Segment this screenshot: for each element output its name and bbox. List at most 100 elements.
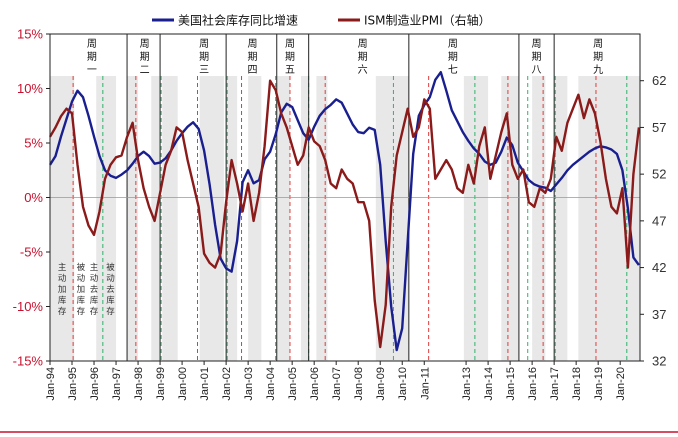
cycle-label: 八 [532, 65, 542, 76]
shaded-band [199, 76, 224, 361]
x-tick-label: Jan-95 [67, 367, 79, 401]
cycle-label: 一 [87, 65, 97, 76]
x-tick-label: Jan-06 [309, 367, 321, 401]
series-line-pmi [48, 79, 641, 349]
shaded-band [50, 76, 75, 361]
phase-label: 库 [58, 295, 67, 306]
phase-label: 存 [58, 306, 67, 317]
left-tick-label: -5% [20, 245, 44, 260]
x-tick-label: Jan-20 [615, 367, 627, 401]
phase-label: 动 [77, 273, 86, 284]
cycle-label: 六 [358, 64, 368, 76]
right-tick-label: 47 [652, 213, 666, 228]
shaded-band [532, 76, 546, 361]
x-tick-label: Jan-03 [243, 367, 255, 401]
cycle-label: 二 [140, 65, 150, 76]
series-line-inventory [48, 71, 640, 352]
cycle-label: 周 [593, 38, 603, 50]
shaded-band [96, 76, 117, 361]
shaded-band [463, 76, 489, 361]
x-tick-label: Jan-96 [89, 367, 101, 401]
x-tick-label: Jan-05 [287, 367, 299, 401]
cycle-label: 周 [199, 38, 209, 50]
x-tick-label: Jan-99 [155, 367, 167, 401]
cycle-label: 周 [87, 38, 97, 50]
x-tick-label: Jan-14 [483, 367, 495, 401]
cycle-label: 期 [448, 51, 458, 63]
x-tick-label: Jan-07 [331, 367, 343, 401]
phase-label: 被 [106, 262, 115, 273]
shaded-band [226, 76, 238, 361]
phase-label: 存 [106, 306, 115, 317]
series-lines [48, 71, 641, 352]
cycle-label: 期 [593, 51, 603, 63]
left-tick-label: 10% [17, 81, 43, 96]
phase-label: 去 [90, 284, 99, 295]
cycle-label: 周 [448, 38, 458, 50]
legend-label: 美国社会库存同比增速 [178, 13, 298, 28]
x-tick-label: Jan-94 [45, 367, 57, 401]
shaded-band [501, 76, 519, 361]
cycle-label: 期 [87, 51, 97, 63]
phase-label: 去 [106, 284, 115, 295]
x-tick-label: Jan-04 [265, 367, 277, 401]
shaded-band [127, 76, 139, 361]
phase-label: 存 [77, 306, 86, 317]
x-tick-label: Jan-08 [353, 367, 365, 401]
x-tick-label: Jan-15 [505, 367, 517, 401]
x-tick-label: Jan-16 [527, 367, 539, 401]
phase-label: 动 [90, 273, 99, 284]
x-tick-label: Jan-00 [177, 367, 189, 401]
phase-label: 加 [77, 284, 86, 295]
shaded-band [300, 76, 309, 361]
cycle-label: 期 [358, 51, 368, 63]
left-tick-label: -10% [13, 299, 44, 314]
cycle-label: 期 [248, 51, 258, 63]
x-tick-label: Jan-11 [419, 367, 431, 400]
left-tick-label: 5% [24, 136, 43, 151]
phase-label: 库 [77, 295, 86, 306]
cycle-label: 周 [140, 38, 150, 50]
cycle-label: 九 [593, 64, 603, 76]
phase-label: 动 [58, 273, 67, 284]
axes: -15% -10% -5% 0% 5% 10% 15% 32 37 42 47 52 57 62 Jan-9… [0, 27, 678, 433]
left-tick-label: 15% [17, 27, 43, 42]
x-tick-label: Jan-98 [133, 367, 145, 401]
phase-label: 主 [58, 262, 67, 273]
legend-label: ISM制造业PMI（右轴） [364, 13, 491, 28]
right-tick-label: 37 [652, 307, 666, 322]
legend: 美国社会库存同比增速 ISM制造业PMI（右轴） [152, 13, 491, 28]
x-tick-label: Jan-01 [199, 367, 211, 401]
cycle-label: 期 [140, 51, 150, 63]
cycle-label: 期 [532, 51, 542, 63]
cycle-label: 周 [248, 38, 258, 50]
phase-label: 加 [58, 284, 67, 295]
phase-label: 被 [77, 262, 86, 273]
right-tick-label: 52 [652, 167, 666, 182]
cycle-label: 四 [248, 65, 258, 76]
cycle-label: 周 [285, 38, 295, 50]
left-tick-label: 0% [24, 190, 43, 205]
shaded-band [316, 76, 328, 361]
cycle-label: 期 [285, 51, 295, 63]
phase-label: 主 [90, 262, 99, 273]
x-tick-label: Jan-13 [461, 367, 473, 401]
left-tick-label: -15% [13, 354, 44, 369]
right-tick-label: 32 [652, 354, 666, 369]
phase-label: 动 [106, 273, 115, 284]
shaded-band [276, 76, 290, 361]
cycle-label: 三 [199, 65, 209, 76]
cycle-label: 周 [532, 38, 542, 50]
x-tick-label: Jan-02 [221, 367, 233, 401]
right-tick-label: 62 [652, 73, 666, 88]
phase-label: 库 [90, 295, 99, 306]
cycle-label: 周 [358, 38, 368, 50]
x-tick-label: Jan-17 [549, 367, 561, 401]
x-tick-label: Jan-19 [593, 367, 605, 401]
cycle-label: 五 [285, 65, 295, 76]
x-tick-label: Jan-10 [397, 367, 409, 401]
right-tick-label: 57 [652, 120, 666, 135]
